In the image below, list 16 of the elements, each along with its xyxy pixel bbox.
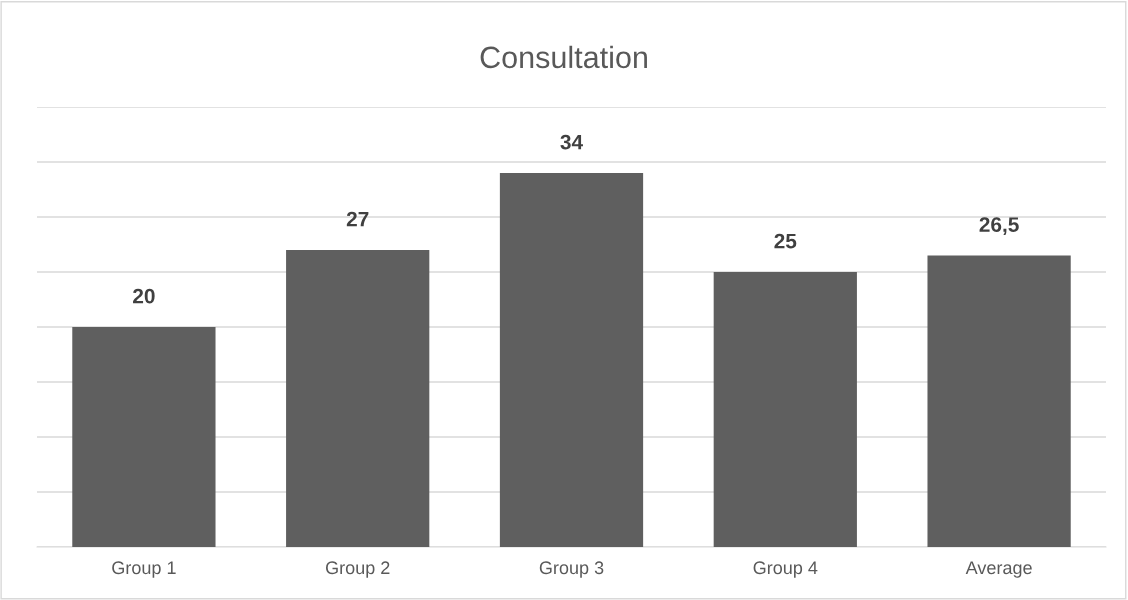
data-label: 26,5	[979, 217, 1019, 235]
x-tick-label: Group 2	[325, 561, 390, 578]
bar	[72, 327, 216, 547]
x-tick-label: Group 3	[539, 561, 604, 578]
data-label: 34	[560, 134, 583, 150]
x-tick-label: Group 1	[112, 561, 176, 578]
data-label: 20	[133, 288, 155, 304]
bar	[927, 255, 1071, 547]
x-tick-label: Average	[965, 561, 1032, 578]
data-label: 25	[774, 233, 797, 249]
data-label: 27	[346, 211, 369, 227]
bar	[499, 173, 644, 547]
x-tick-label: Group 4	[753, 561, 818, 578]
chart-title: Consultation	[480, 45, 647, 69]
bar	[713, 272, 857, 547]
bar	[286, 250, 430, 547]
